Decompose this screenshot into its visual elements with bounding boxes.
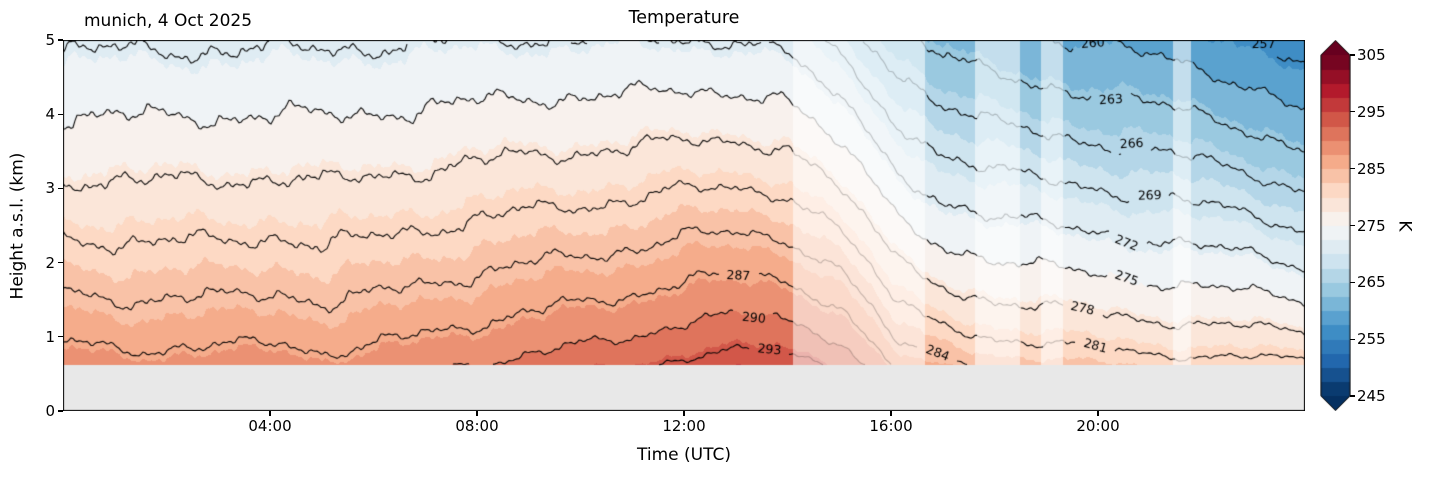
x-axis-label: Time (UTC) — [637, 445, 731, 465]
colorbar-tick-mark — [1350, 54, 1355, 56]
colorbar-tick-label: 285 — [1357, 159, 1386, 178]
x-tick-mark — [269, 411, 271, 416]
x-tick-label: 16:00 — [869, 417, 913, 435]
y-tick-mark — [58, 113, 63, 115]
x-tick-mark — [1097, 411, 1099, 416]
y-axis-label-wrap: Height a.s.l. (km) — [0, 40, 34, 411]
y-tick-label: 3 — [45, 179, 55, 198]
colorbar-tick-mark — [1350, 224, 1355, 227]
colorbar-tick-mark — [1350, 338, 1355, 340]
contour-plot-canvas — [63, 40, 1305, 411]
y-tick-mark — [58, 262, 63, 264]
y-tick-mark — [58, 410, 63, 412]
colorbar-tick-mark — [1350, 168, 1355, 170]
colorbar-tick-mark — [1350, 111, 1355, 113]
x-tick-label: 08:00 — [455, 417, 499, 435]
y-axis-label: Height a.s.l. (km) — [7, 152, 28, 299]
colorbar-tick-mark — [1350, 281, 1355, 283]
colorbar-tick-mark — [1350, 395, 1355, 397]
y-tick-label: 1 — [45, 327, 55, 346]
y-tick-mark — [58, 39, 63, 41]
y-tick-label: 0 — [45, 402, 55, 420]
colorbar-tick-label: 295 — [1357, 102, 1386, 121]
x-tick-mark — [890, 411, 892, 416]
y-tick-label: 5 — [45, 31, 55, 49]
x-tick-label: 12:00 — [662, 417, 706, 435]
colorbar-label: K — [1395, 219, 1415, 232]
colorbar-tick-label: 305 — [1357, 46, 1386, 64]
colorbar-tick-label: 255 — [1357, 330, 1386, 349]
y-tick-label: 4 — [45, 105, 55, 124]
station-date-annotation: munich, 4 Oct 2025 — [84, 11, 253, 31]
y-tick-mark — [58, 187, 63, 189]
x-tick-mark — [476, 411, 478, 416]
x-tick-mark — [683, 411, 685, 416]
colorbar — [1320, 40, 1351, 411]
x-tick-label: 04:00 — [248, 417, 292, 435]
y-tick-mark — [58, 336, 63, 338]
x-tick-label: 20:00 — [1076, 417, 1120, 435]
colorbar-tick-label: 245 — [1357, 387, 1386, 405]
colorbar-tick-label: 275 — [1357, 216, 1386, 235]
colorbar-tick-label: 265 — [1357, 273, 1386, 292]
chart-title: Temperature — [628, 8, 740, 28]
y-tick-label: 2 — [45, 253, 55, 272]
colorbar-label-wrap: K — [1390, 40, 1420, 411]
